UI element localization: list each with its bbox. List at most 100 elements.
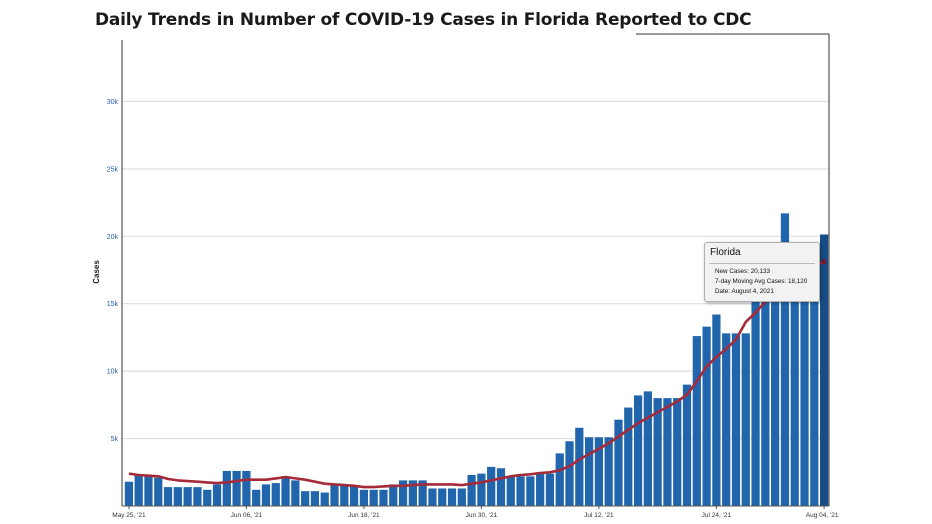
bar[interactable] xyxy=(682,384,692,506)
tooltip-title: Florida xyxy=(710,247,741,258)
bar[interactable] xyxy=(790,256,799,506)
y-axis-ticks: 5k 10k 15k 20k 25k 30k xyxy=(107,99,119,443)
chart-title: Daily Trends in Number of COVID-19 Cases… xyxy=(95,10,752,30)
bar[interactable] xyxy=(819,234,829,506)
bar[interactable] xyxy=(203,489,212,506)
bar[interactable] xyxy=(222,470,231,506)
bar[interactable] xyxy=(418,480,427,506)
bar[interactable] xyxy=(438,488,447,506)
moving-average-point[interactable] xyxy=(821,259,827,265)
bar[interactable] xyxy=(134,474,143,506)
bar[interactable] xyxy=(506,476,515,506)
bar[interactable] xyxy=(340,484,349,506)
bar-series[interactable] xyxy=(124,213,829,507)
bar[interactable] xyxy=(722,333,731,506)
bar[interactable] xyxy=(545,473,555,506)
x-tick-label: Jul 12, '21 xyxy=(584,512,614,519)
bar[interactable] xyxy=(614,419,623,506)
bar[interactable] xyxy=(487,466,496,506)
bar[interactable] xyxy=(379,489,388,506)
bar[interactable] xyxy=(281,477,290,506)
bar[interactable] xyxy=(516,476,525,506)
bar[interactable] xyxy=(369,489,378,506)
bar[interactable] xyxy=(359,489,369,506)
y-tick-label: 25k xyxy=(107,166,119,173)
bar[interactable] xyxy=(212,484,222,506)
bar[interactable] xyxy=(702,326,711,506)
x-axis-ticks: May 25, '21 Jun 06, '21 Jun 18, '21 Jun 30,… xyxy=(112,506,839,519)
bar[interactable] xyxy=(349,485,359,506)
tooltip-new-cases: New Cases: 20,133 xyxy=(715,268,770,275)
x-tick-label: Aug 04, '21 xyxy=(806,512,839,519)
bar[interactable] xyxy=(242,470,251,506)
bar[interactable] xyxy=(232,470,241,506)
bar[interactable] xyxy=(447,488,457,506)
moving-average-series[interactable] xyxy=(128,259,827,489)
bar[interactable] xyxy=(604,437,613,506)
bar[interactable] xyxy=(692,336,701,506)
bar[interactable] xyxy=(741,333,750,506)
x-tick-label: May 25, '21 xyxy=(112,512,146,519)
y-tick-label: 5k xyxy=(111,436,119,443)
bar[interactable] xyxy=(389,484,398,506)
y-axis-label: Cases xyxy=(92,260,101,284)
bar[interactable] xyxy=(751,295,760,506)
bar[interactable] xyxy=(594,437,604,506)
x-tick-label: Jun 06, '21 xyxy=(231,512,263,519)
bar[interactable] xyxy=(144,474,153,506)
bar[interactable] xyxy=(330,484,339,506)
tooltip-date: Date: August 4, 2021 xyxy=(715,288,774,295)
bar[interactable] xyxy=(555,453,564,506)
bar[interactable] xyxy=(584,437,594,506)
bar[interactable] xyxy=(800,263,809,506)
moving-average-line[interactable] xyxy=(128,260,825,489)
bar[interactable] xyxy=(408,480,417,506)
x-tick-label: Jun 18, '21 xyxy=(348,512,380,519)
bar[interactable] xyxy=(467,474,476,506)
bar[interactable] xyxy=(643,391,652,506)
bar[interactable] xyxy=(428,488,437,506)
gridlines xyxy=(122,100,829,440)
bar[interactable] xyxy=(731,333,741,506)
bar[interactable] xyxy=(163,487,173,506)
y-tick-label: 15k xyxy=(107,301,119,308)
bar[interactable] xyxy=(183,487,192,506)
bar[interactable] xyxy=(633,395,643,506)
bar[interactable] xyxy=(154,477,163,506)
bar[interactable] xyxy=(252,489,261,506)
bar[interactable] xyxy=(477,473,486,506)
bar[interactable] xyxy=(673,398,682,506)
bar[interactable] xyxy=(536,473,545,506)
bar[interactable] xyxy=(575,427,584,506)
bar[interactable] xyxy=(193,487,202,506)
bar[interactable] xyxy=(310,491,320,506)
hover-tooltip: Florida New Cases: 20,133 7-day Moving A… xyxy=(704,242,820,302)
bar[interactable] xyxy=(653,398,662,506)
x-tick-label: Jun 30, '21 xyxy=(466,512,498,519)
x-tick-label: Jul 24, '21 xyxy=(702,512,732,519)
bar[interactable] xyxy=(261,484,271,506)
bar[interactable] xyxy=(271,483,280,506)
bar[interactable] xyxy=(712,314,721,506)
bar[interactable] xyxy=(624,407,633,506)
bar[interactable] xyxy=(780,213,790,507)
bar[interactable] xyxy=(301,491,310,506)
bar[interactable] xyxy=(291,480,300,506)
bar[interactable] xyxy=(810,264,819,506)
bar[interactable] xyxy=(761,294,770,506)
bar[interactable] xyxy=(526,476,535,506)
bar[interactable] xyxy=(771,292,780,506)
bar[interactable] xyxy=(398,480,408,506)
y-tick-label: 10k xyxy=(107,369,119,376)
bar[interactable] xyxy=(663,398,672,506)
bar[interactable] xyxy=(565,441,574,506)
bar[interactable] xyxy=(173,487,182,506)
bar[interactable] xyxy=(124,481,134,506)
bar[interactable] xyxy=(320,492,329,506)
bar[interactable] xyxy=(496,468,506,506)
tooltip-moving-avg: 7-day Moving Avg Cases: 18,120 xyxy=(715,278,808,285)
y-tick-label: 30k xyxy=(107,99,119,106)
y-tick-label: 20k xyxy=(107,234,119,241)
bar[interactable] xyxy=(457,488,466,506)
